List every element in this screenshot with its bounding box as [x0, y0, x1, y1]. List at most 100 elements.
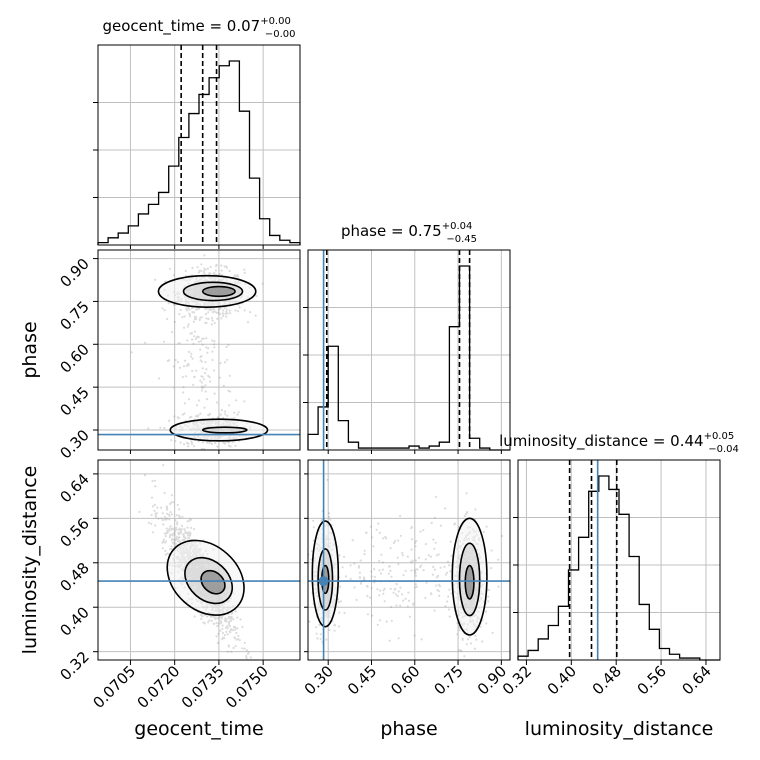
scatter-point	[195, 308, 198, 311]
scatter-point	[233, 274, 236, 277]
scatter-point	[447, 595, 450, 598]
scatter-point	[163, 541, 167, 544]
scatter-point	[234, 610, 237, 613]
scatter-point	[176, 361, 179, 364]
scatter-point	[465, 512, 468, 515]
scatter-point	[181, 515, 184, 518]
scatter-point	[217, 632, 220, 636]
scatter-point	[171, 331, 174, 334]
scatter-point	[220, 617, 224, 620]
scatter-point	[188, 534, 191, 537]
scatter-point	[183, 443, 186, 446]
scatter-point	[225, 265, 228, 268]
x-tick-label-phase: 0.45	[344, 662, 380, 698]
scatter-point	[201, 615, 204, 618]
scatter-point	[183, 538, 186, 542]
scatter-point	[370, 570, 373, 573]
scatter-point	[433, 568, 437, 571]
scatter-point	[174, 519, 177, 522]
scatter-point	[215, 311, 218, 314]
scatter-point	[197, 336, 200, 339]
scatter-point	[413, 634, 416, 637]
scatter-point	[174, 542, 177, 545]
scatter-point	[399, 586, 402, 589]
y-tick-label-luminosity_distance: 0.48	[56, 559, 92, 595]
scatter-point	[177, 528, 180, 532]
scatter-point	[219, 622, 223, 625]
scatter-point	[169, 547, 172, 551]
panel-border	[97, 459, 301, 661]
scatter-point	[219, 362, 222, 365]
title-sub: −0.04	[708, 444, 739, 455]
title-sup: +0.04	[442, 221, 473, 232]
scatter-point	[207, 317, 210, 320]
x-tick-label-geocent_time: 0.0705	[89, 662, 139, 712]
scatter-point	[349, 564, 352, 567]
scatter-point	[211, 339, 214, 342]
scatter-point	[178, 528, 181, 531]
scatter-point	[181, 413, 184, 416]
scatter-point	[439, 566, 442, 569]
scatter-point	[473, 647, 476, 650]
scatter-point	[243, 271, 246, 274]
scatter-point	[209, 380, 212, 383]
scatter-point	[144, 341, 147, 344]
scatter-point	[485, 622, 488, 625]
scatter-point	[216, 445, 219, 448]
x-tick-label-luminosity_distance: 0.56	[634, 662, 670, 698]
scatter-point	[359, 582, 363, 585]
scatter-point	[165, 507, 168, 510]
scatter-point	[180, 528, 183, 531]
scatter-point	[187, 537, 191, 540]
x-tick-label-phase: 0.75	[431, 662, 467, 698]
scatter-point	[444, 573, 447, 576]
scatter-point	[466, 638, 470, 641]
scatter-point	[177, 508, 181, 511]
scatter-point	[415, 568, 418, 571]
scatter-point	[453, 523, 456, 526]
scatter-point	[162, 464, 165, 467]
scatter-point	[355, 598, 358, 602]
scatter-point	[199, 316, 202, 319]
scatter-point	[474, 508, 477, 511]
scatter-point	[379, 572, 383, 575]
scatter-point	[207, 621, 210, 624]
scatter-point	[333, 624, 336, 627]
scatter-point	[174, 439, 177, 443]
scatter-point	[160, 517, 163, 520]
scatter-point	[227, 389, 230, 392]
scatter-point	[230, 612, 233, 615]
scatter-point	[216, 624, 219, 628]
scatter-point	[202, 378, 206, 381]
scatter-point	[431, 573, 434, 576]
scatter-point	[468, 636, 471, 639]
x-tick-label-phase: 0.30	[301, 662, 337, 698]
scatter-point	[395, 604, 398, 607]
scatter-point	[198, 269, 201, 272]
scatter-point	[224, 617, 227, 621]
scatter-point	[221, 631, 224, 635]
scatter-point	[231, 611, 234, 614]
scatter-point	[211, 319, 214, 322]
scatter-point	[382, 537, 385, 540]
scatter-point	[328, 515, 331, 519]
scatter-point	[215, 621, 218, 625]
scatter-point	[243, 400, 246, 403]
scatter-point	[225, 618, 228, 621]
contour-line	[169, 418, 269, 442]
scatter-point	[225, 625, 229, 628]
scatter-point	[410, 548, 413, 551]
scatter-point	[201, 386, 204, 390]
scatter-point	[203, 267, 206, 270]
scatter-point	[349, 577, 352, 581]
scatter-point	[418, 556, 421, 560]
scatter-point	[222, 312, 225, 315]
scatter-point	[497, 585, 500, 588]
truth-marker	[318, 576, 329, 587]
scatter-point	[227, 444, 231, 447]
scatter-point	[174, 358, 177, 362]
scatter-point	[194, 315, 197, 319]
y-axis-label-phase: phase	[19, 321, 41, 378]
scatter-point	[166, 531, 169, 534]
scatter-point	[179, 530, 182, 534]
